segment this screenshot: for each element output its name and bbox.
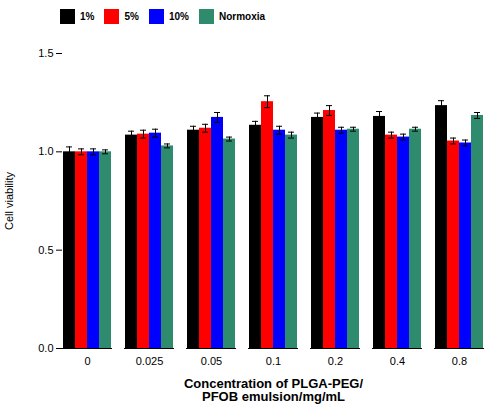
svg-text:0.1: 0.1	[266, 355, 281, 367]
html-text:1%: 1%	[80, 11, 95, 22]
svg-text:0: 0	[84, 355, 90, 367]
svg-text:0.0: 0.0	[38, 342, 53, 354]
html-text:5%: 5%	[124, 11, 139, 22]
svg-text:Concentration of PLGA-PEG/PFOB: Concentration of PLGA-PEG/PFOB emulsion/…	[184, 376, 364, 404]
svg-text:0.05: 0.05	[201, 355, 222, 367]
html-text:10%: 10%	[168, 11, 189, 22]
svg-text:1.5: 1.5	[38, 47, 53, 59]
svg-text:1.0: 1.0	[38, 145, 53, 157]
svg-text:0.4: 0.4	[390, 355, 405, 367]
svg-text:Cell viability: Cell viability	[3, 171, 15, 230]
svg-text:0.025: 0.025	[136, 355, 164, 367]
svg-text:0.2: 0.2	[328, 355, 343, 367]
svg-text:0.5: 0.5	[38, 244, 53, 256]
html-text:Normoxia: Normoxia	[218, 11, 265, 22]
svg-text:0.8: 0.8	[452, 355, 467, 367]
